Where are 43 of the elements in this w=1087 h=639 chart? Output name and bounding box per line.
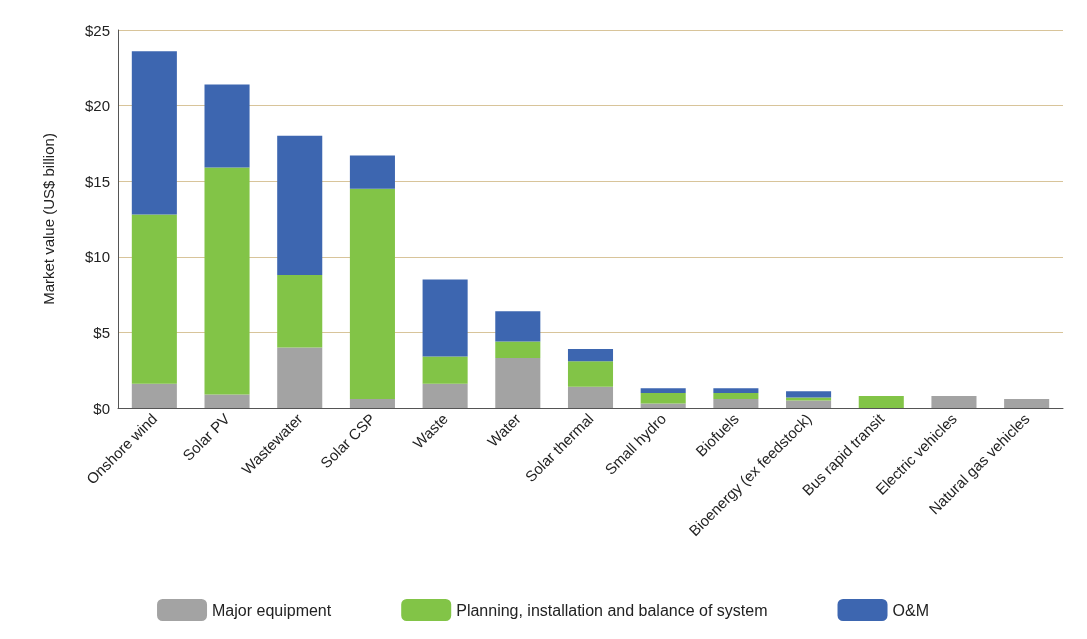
bar	[349, 155, 395, 189]
bar	[567, 361, 614, 387]
y-tick-label: $15	[84, 172, 110, 190]
bar	[495, 311, 541, 342]
bar	[277, 135, 323, 275]
bar	[567, 386, 614, 408]
legend-label: Major equipment	[212, 601, 332, 619]
bar	[567, 349, 614, 362]
bar	[422, 356, 468, 384]
bar	[786, 391, 832, 398]
bar	[349, 188, 395, 399]
bar	[786, 400, 832, 408]
y-tick-label: $20	[84, 97, 110, 115]
bar	[131, 214, 177, 384]
y-tick-label: $5	[93, 323, 110, 341]
y-tick-label: $25	[84, 21, 110, 39]
bar	[640, 392, 686, 404]
bar	[131, 51, 177, 215]
bar	[204, 167, 250, 395]
legend-label: Planning, installation and balance of system	[456, 601, 768, 619]
bar	[1004, 398, 1050, 408]
legend-label: O&M	[892, 601, 929, 619]
bar	[640, 403, 686, 408]
bar	[713, 388, 759, 393]
bar	[204, 394, 250, 408]
bar	[495, 341, 541, 359]
bar	[713, 398, 759, 408]
bar	[786, 397, 832, 401]
bar	[349, 398, 395, 408]
bar	[495, 358, 541, 408]
bar	[422, 383, 468, 408]
bar	[931, 395, 977, 408]
y-axis-title: Market value (US$ billion)	[40, 133, 57, 305]
bar	[131, 383, 177, 408]
bar	[713, 392, 759, 399]
bar	[277, 274, 323, 348]
bar	[640, 388, 686, 393]
y-tick-label: $10	[84, 248, 110, 266]
bar	[204, 84, 250, 168]
bar	[277, 347, 323, 408]
y-tick-label: $0	[93, 399, 110, 417]
bar	[422, 279, 468, 357]
bar	[858, 395, 904, 408]
